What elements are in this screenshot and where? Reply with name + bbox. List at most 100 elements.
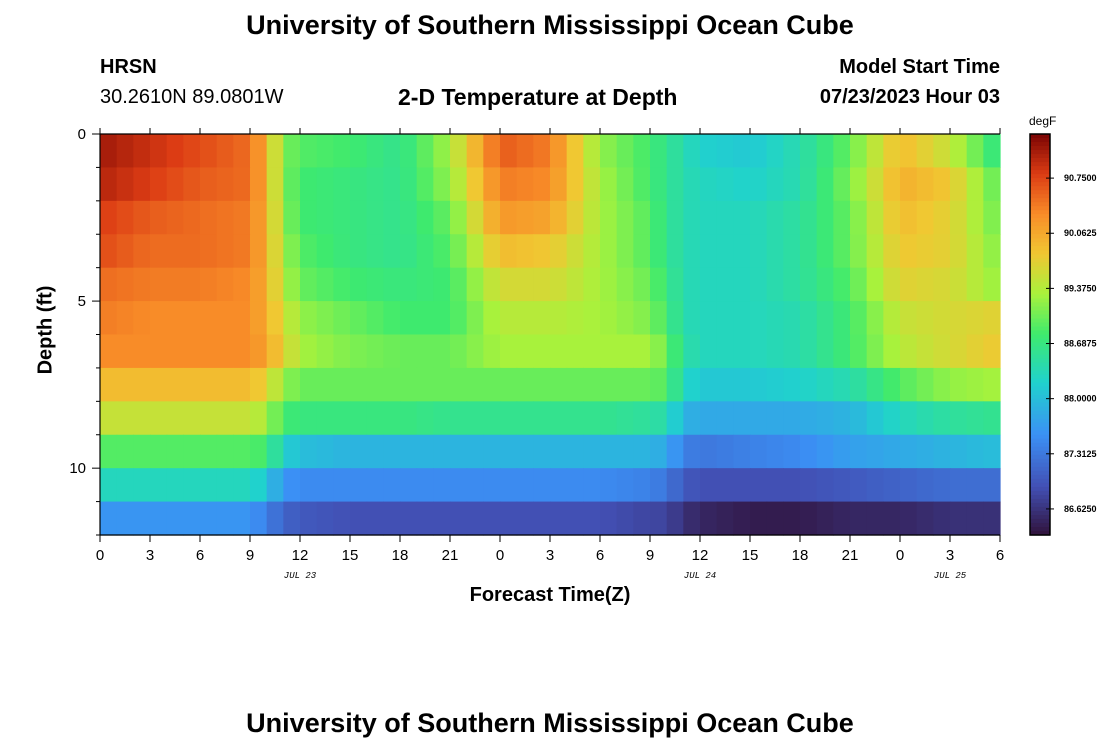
colorbar-segment — [1030, 306, 1050, 312]
colorbar-segment — [1030, 142, 1050, 147]
colorbar-segment — [1030, 514, 1050, 520]
heatmap-cell — [400, 301, 418, 336]
heatmap-cell — [966, 468, 984, 503]
heatmap-cell — [316, 468, 334, 503]
heatmap-cell — [100, 367, 118, 402]
heatmap-cell — [116, 301, 134, 336]
heatmap-cell — [783, 334, 801, 369]
heatmap-cell — [650, 301, 668, 336]
heatmap-cell — [533, 401, 551, 436]
heatmap-cell — [500, 234, 518, 269]
colorbar-segment — [1030, 526, 1050, 532]
heatmap-cell — [516, 401, 534, 436]
colorbar-segment — [1030, 202, 1050, 207]
heatmap-cell — [500, 267, 518, 302]
heatmap-cell — [550, 401, 568, 436]
heatmap-cell — [950, 468, 968, 503]
heatmap-cell — [800, 434, 818, 469]
chart-subtitle: 2-D Temperature at Depth — [398, 84, 678, 110]
heatmap-cell — [583, 468, 601, 503]
heatmap-cell — [966, 134, 984, 169]
colorbar-segment — [1030, 458, 1050, 464]
heatmap-cell — [333, 401, 351, 436]
heatmap-cell — [450, 367, 468, 402]
heatmap-cell — [383, 501, 401, 536]
y-axis-label: Depth (ft) — [34, 285, 57, 375]
heatmap-cell — [783, 468, 801, 503]
heatmap-cell — [516, 367, 534, 402]
heatmap-cell — [200, 401, 218, 436]
colorbar-segment — [1030, 162, 1050, 167]
heatmap-cell — [983, 234, 1001, 269]
heatmap-cell — [250, 134, 268, 169]
heatmap-cell — [616, 468, 634, 503]
x-tick-label: 9 — [646, 547, 654, 564]
heatmap-cell — [600, 301, 618, 336]
heatmap-cell — [766, 267, 784, 302]
heatmap-cell — [316, 301, 334, 336]
colorbar-segment — [1030, 150, 1050, 155]
heatmap-cell — [600, 468, 618, 503]
colorbar-segment — [1030, 194, 1050, 199]
heatmap-cell — [550, 167, 568, 202]
heatmap-cell — [700, 334, 718, 369]
heatmap-cell — [750, 267, 768, 302]
heatmap-cell — [100, 167, 118, 202]
heatmap-cell — [600, 501, 618, 536]
heatmap-cell — [766, 200, 784, 235]
heatmap-cell — [866, 134, 884, 169]
heatmap-cell — [483, 200, 501, 235]
heatmap-cell — [750, 367, 768, 402]
heatmap-cell — [366, 468, 384, 503]
heatmap-cell — [800, 301, 818, 336]
heatmap-cell — [133, 334, 151, 369]
heatmap-cell — [583, 234, 601, 269]
heatmap-cell — [416, 134, 434, 169]
x-tick-label: 18 — [392, 547, 409, 564]
heatmap-cell — [616, 434, 634, 469]
heatmap-cell — [300, 468, 318, 503]
heatmap-cell — [933, 434, 951, 469]
heatmap-cell — [983, 501, 1001, 536]
colorbar-segment — [1030, 206, 1050, 211]
heatmap-cell — [533, 501, 551, 536]
heatmap-cell — [750, 167, 768, 202]
x-tick-label: 12 — [292, 547, 309, 564]
heatmap-cell — [233, 401, 251, 436]
colorbar-tick-label: 90.7500 — [1064, 173, 1097, 183]
heatmap-cell — [666, 200, 684, 235]
heatmap-cell — [350, 434, 368, 469]
heatmap-cell — [116, 468, 134, 503]
heatmap-cell — [883, 134, 901, 169]
heatmap-cell — [333, 301, 351, 336]
heatmap-cell — [700, 267, 718, 302]
heatmap-cell — [166, 134, 184, 169]
heatmap-cell — [666, 301, 684, 336]
heatmap-cell — [566, 401, 584, 436]
heatmap-cell — [100, 468, 118, 503]
heatmap-cell — [950, 434, 968, 469]
heatmap-cell — [483, 367, 501, 402]
heatmap-cell — [600, 267, 618, 302]
heatmap-cell — [816, 501, 834, 536]
heatmap-cell — [466, 134, 484, 169]
heatmap-cell — [133, 401, 151, 436]
heatmap-cell — [250, 200, 268, 235]
colorbar-segment — [1030, 518, 1050, 524]
heatmap-cell — [300, 434, 318, 469]
heatmap-cell — [366, 334, 384, 369]
heatmap-cell — [216, 434, 234, 469]
heatmap-cell — [866, 167, 884, 202]
heatmap-cell — [283, 267, 301, 302]
footer-title: University of Southern Mississippi Ocean… — [246, 708, 854, 738]
colorbar-segment — [1030, 170, 1050, 175]
heatmap-cell — [866, 267, 884, 302]
heatmap-cell — [216, 301, 234, 336]
colorbar-segment — [1030, 178, 1050, 183]
heatmap-cell — [166, 200, 184, 235]
heatmap-cell — [766, 134, 784, 169]
heatmap-cell — [600, 434, 618, 469]
heatmap-cell — [583, 200, 601, 235]
heatmap-cell — [916, 334, 934, 369]
heatmap-cell — [966, 167, 984, 202]
